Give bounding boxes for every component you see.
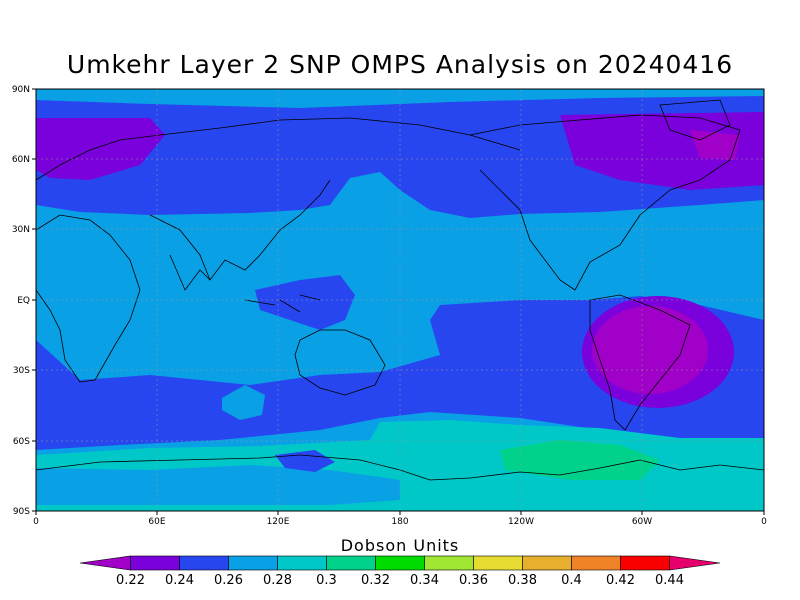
coast-indonesia	[244, 294, 321, 313]
coast-africa	[36, 214, 141, 383]
lat-label: 90S	[13, 507, 30, 517]
colorbar-swatch	[424, 555, 474, 571]
map-title: Umkehr Layer 2 SNP OMPS Analysis on 2024…	[66, 50, 734, 79]
lon-label: 0	[33, 517, 39, 527]
colorbar-tick-label: 0.4	[561, 573, 582, 588]
colorbar-swatch	[130, 555, 180, 571]
colorbar-tick-label: 0.44	[655, 573, 684, 588]
colorbar-swatch	[228, 555, 278, 571]
lon-label: 60W	[632, 517, 652, 527]
colorbar-title: Dobson Units	[340, 536, 460, 555]
lon-label: 120W	[508, 517, 534, 527]
colorbar-tick-label: 0.36	[459, 573, 488, 588]
coast-antarctica	[36, 454, 764, 481]
colorbar-tick-label: 0.38	[508, 573, 537, 588]
colorbar-swatch	[277, 555, 327, 571]
colorbar-swatch	[669, 555, 721, 571]
colorbar-tick-label: 0.3	[316, 573, 337, 588]
axis-ticks	[32, 88, 765, 515]
coast-india	[169, 254, 211, 291]
colorbar-swatch	[375, 555, 425, 571]
band-samerica-core	[592, 306, 708, 394]
grid-lines	[36, 89, 764, 511]
lat-label: 30N	[12, 225, 30, 235]
lon-label: 60E	[148, 517, 165, 527]
band-antarctic-inner	[36, 465, 400, 505]
band-antarctic-max	[500, 440, 660, 480]
colorbar-tick-label: 0.22	[116, 573, 145, 588]
colorbar-tick-label: 0.42	[606, 573, 635, 588]
colorbar-swatch	[620, 555, 670, 571]
coast-samerica	[589, 294, 691, 431]
colorbar-tick-label: 0.28	[263, 573, 292, 588]
band-namerica-max	[560, 112, 764, 190]
coast-australia	[294, 329, 386, 396]
coastlines	[36, 99, 764, 481]
colorbar-swatch	[571, 555, 621, 571]
colorbar-tick-label: 0.24	[165, 573, 194, 588]
colorbar-swatch	[522, 555, 572, 571]
band-namerica-core	[690, 130, 740, 160]
colorbar: 0.22 0.24 0.26 0.28 0.3 0.32 0.34 0.36 0.38 0.4 0.…	[79, 555, 721, 588]
colorbar-swatch	[179, 555, 229, 571]
lat-label: 30S	[13, 366, 30, 376]
lat-labels: 90N 60N 30N EQ 30S 60S 90S	[12, 85, 30, 517]
lon-label: 180	[391, 517, 408, 527]
coast-namerica	[469, 114, 741, 291]
colorbar-tick-label: 0.26	[214, 573, 243, 588]
lat-label: EQ	[17, 296, 30, 306]
coast-greenland	[659, 99, 731, 141]
colorbar-swatch	[326, 555, 376, 571]
lon-labels: 0 60E 120E 180 120W 60W 0	[33, 517, 767, 527]
lon-label: 120E	[267, 517, 290, 527]
lat-label: 60N	[12, 155, 30, 165]
lat-label: 90N	[12, 85, 30, 95]
band-eurasia-max	[36, 118, 165, 180]
band-wpac	[255, 275, 355, 330]
lat-label: 60S	[13, 437, 30, 447]
colorbar-swatch	[79, 555, 131, 571]
lon-label: 0	[761, 517, 767, 527]
coast-eurasia	[36, 117, 521, 281]
colorbar-tick-label: 0.34	[410, 573, 439, 588]
band-arctic	[36, 89, 764, 108]
colorbar-tick-label: 0.32	[361, 573, 390, 588]
band-indian	[222, 385, 265, 420]
colorbar-swatch	[473, 555, 523, 571]
